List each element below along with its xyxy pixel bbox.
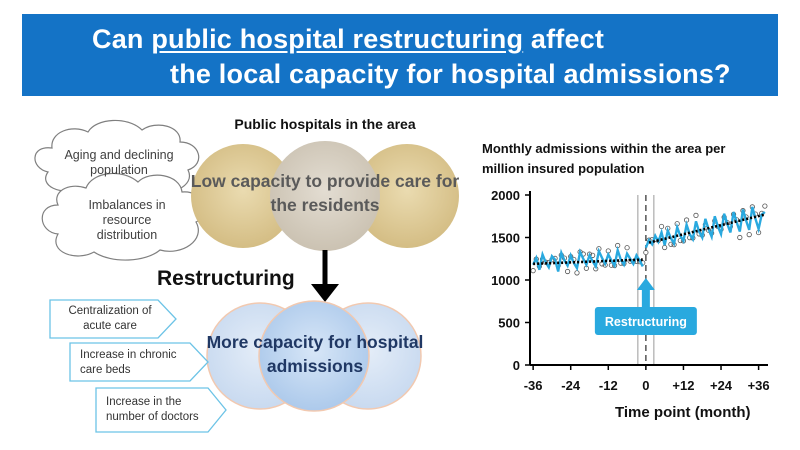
cloud-label-imbalance: Imbalances in resource distribution xyxy=(88,198,166,242)
y-tick-label: 2000 xyxy=(491,188,520,203)
title-banner: Can public hospital restructuring affect… xyxy=(22,14,778,96)
title-line-2: the local capacity for hospital admissio… xyxy=(170,59,731,89)
x-tick-label: +12 xyxy=(672,378,694,393)
series-line-post xyxy=(644,206,766,249)
intervention-tag-shape-2 xyxy=(69,342,209,382)
data-point xyxy=(643,249,649,256)
data-point xyxy=(564,268,571,275)
data-point xyxy=(658,223,665,230)
intervention-tag-shape-1 xyxy=(49,299,177,339)
y-tick-label: 1000 xyxy=(491,273,520,288)
callout-arrow-head-icon xyxy=(636,278,655,290)
intervention-tag-shape-3 xyxy=(95,387,227,433)
callout-arrow-shaft-icon xyxy=(641,287,650,307)
x-tick-label: -36 xyxy=(524,378,543,393)
data-point xyxy=(624,245,630,251)
data-point xyxy=(693,212,699,218)
x-tick-label: -24 xyxy=(561,378,581,393)
hospitals-heading: Public hospitals in the area xyxy=(234,116,416,132)
data-point xyxy=(668,241,674,247)
y-tick-label: 0 xyxy=(513,358,520,373)
more-capacity-text: More capacity for hospital admissions xyxy=(206,332,424,376)
cloud-shape-2 xyxy=(41,172,206,261)
hospital-circle-left xyxy=(191,144,295,248)
data-point xyxy=(762,203,768,209)
admissions-chart: 0 500 1000 1500 2000 -36 -24 -12 0 +12 +24 +36 Rest… xyxy=(491,188,770,393)
chart-title: Monthly admissions within the area per m… xyxy=(482,141,726,176)
data-point xyxy=(746,232,752,238)
x-tick-label: 0 xyxy=(642,378,649,393)
restructuring-label: Restructuring xyxy=(157,267,295,290)
title-line-1: Can public hospital restructuring affect xyxy=(92,24,605,54)
restructured-circle-center xyxy=(258,300,370,412)
intervention-tag-1: Centralization of acute care xyxy=(68,305,152,332)
y-tick-label: 500 xyxy=(498,316,520,331)
series-line-pre xyxy=(532,245,644,272)
callout-label: Restructuring xyxy=(605,315,687,329)
data-point xyxy=(662,244,668,251)
title-highlight: public hospital restructuring xyxy=(151,24,524,54)
cloud-label-aging: Aging and declining population xyxy=(64,148,174,177)
data-point xyxy=(574,270,580,276)
hospital-circle-center xyxy=(270,141,380,251)
intervention-tag-2: Increase in chronic care beds xyxy=(80,349,177,376)
intervention-tag-3: Increase in the number of doctors xyxy=(106,396,199,423)
x-tick-label: +24 xyxy=(710,378,733,393)
hospital-circle-right xyxy=(355,144,459,248)
x-tick-label: -12 xyxy=(599,378,618,393)
x-axis-title: Time point (month) xyxy=(615,404,751,421)
data-point xyxy=(530,268,536,274)
data-point xyxy=(737,234,743,241)
x-tick-label: +36 xyxy=(748,378,770,393)
down-arrow-head-icon xyxy=(311,284,339,302)
low-capacity-text: Low capacity to provide care for the res… xyxy=(190,171,460,215)
y-tick-label: 1500 xyxy=(491,231,520,246)
callout-box xyxy=(594,307,697,335)
